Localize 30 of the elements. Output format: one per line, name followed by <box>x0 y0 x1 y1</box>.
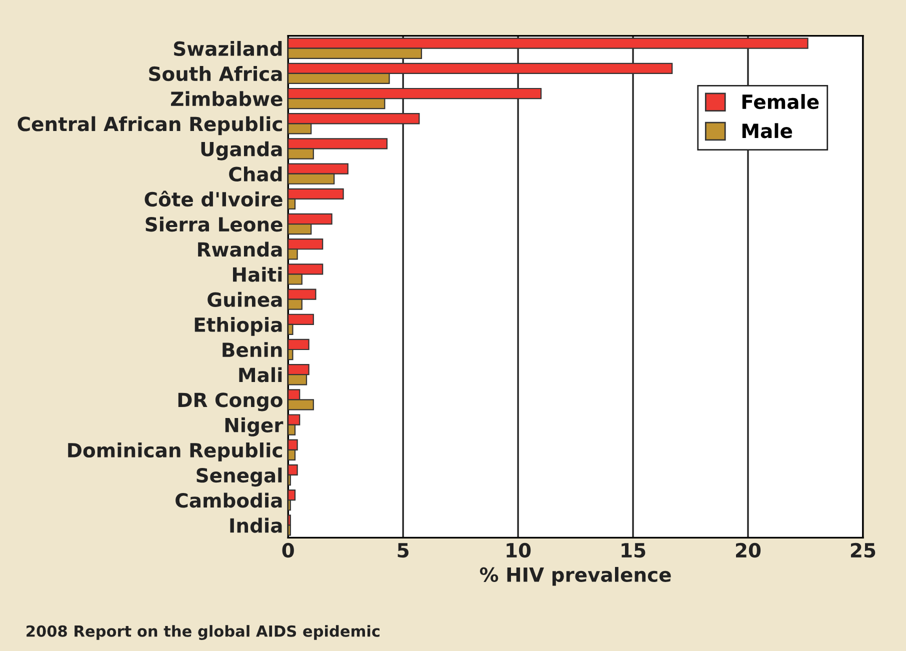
y-tick-label: Ethiopia <box>194 317 282 336</box>
y-tick-label: DR Congo <box>178 392 282 412</box>
y-tick-label: Haiti <box>233 266 282 282</box>
y-tick-label: Swaziland <box>174 40 282 56</box>
x-tick-label: 25 <box>850 542 876 558</box>
y-tick-label: Zimbabwe <box>170 91 282 106</box>
y-tick-label: Rwanda <box>198 242 282 257</box>
y-tick-label: India <box>230 518 282 533</box>
y-tick-label: South Africa <box>149 66 282 82</box>
y-tick-label: Central African Republic <box>18 116 282 136</box>
y-tick-label: Chad <box>229 166 282 182</box>
y-tick-label: Senegal <box>196 468 282 487</box>
y-tick-label: Côte d'Ivoire <box>144 190 282 207</box>
y-tick-label: Niger <box>225 417 284 436</box>
x-tick-label: 15 <box>622 543 646 558</box>
x-axis-title: % HIV prevalence <box>480 566 671 586</box>
x-tick-label: 0 <box>282 542 294 558</box>
y-tick-label: Uganda <box>201 141 282 160</box>
x-tick-label: 10 <box>506 542 531 558</box>
legend-label: Female <box>742 94 819 110</box>
y-tick-label: Dominican Republic <box>68 442 282 462</box>
x-tick-label: 5 <box>398 543 408 558</box>
text: 2008 Report on the global AIDS epidemic <box>26 625 380 640</box>
legend-label: Male <box>742 123 792 138</box>
y-tick-label: Mali <box>239 367 282 382</box>
y-tick-label: Sierra Leone <box>146 216 282 232</box>
x-tick-label: 20 <box>736 542 761 558</box>
y-tick-label: Cambodia <box>176 492 282 508</box>
y-tick-label: Benin <box>222 342 282 358</box>
y-tick-label: Guinea <box>208 292 282 307</box>
